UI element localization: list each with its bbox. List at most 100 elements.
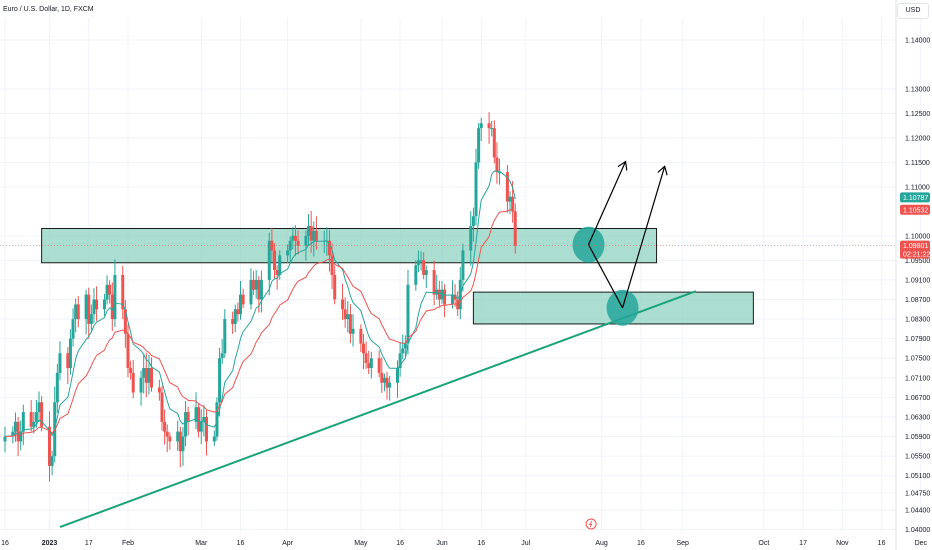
projection-down-line[interactable] [587, 244, 624, 309]
candle-down [443, 289, 447, 305]
candle-up [406, 284, 410, 344]
candle-up [139, 377, 143, 393]
candle-down [453, 294, 457, 300]
price-tick-label: 1.14000 [905, 38, 930, 45]
candle-down [95, 299, 99, 310]
time-tick-label: May [354, 540, 368, 547]
time-tick-label: 16 [878, 540, 886, 547]
price-tick-label: 1.04750 [905, 490, 930, 497]
candle-up [346, 314, 350, 320]
lightning-glyph [588, 520, 593, 528]
candle-down [144, 368, 148, 383]
projection-up-arrow[interactable] [621, 167, 665, 308]
candle-down [47, 426, 51, 466]
price-tick-label: 1.13000 [905, 86, 930, 93]
candle-up [89, 314, 93, 324]
candle-down [511, 196, 515, 212]
price-tick-label: 1.09500 [905, 258, 930, 265]
price-tick-label: 1.08300 [905, 317, 930, 324]
candle-up [71, 319, 75, 339]
time-tick-label: Sep [676, 540, 689, 547]
price-tick-label: 1.10000 [905, 233, 930, 240]
candle-up [403, 343, 407, 349]
price-tick-label: 1.04400 [905, 507, 930, 514]
drawings-layer [0, 162, 896, 530]
candle-down [505, 172, 509, 202]
price-tag [900, 240, 930, 259]
candle-down [296, 240, 300, 246]
candle-down [16, 421, 20, 442]
time-tick-label: 16 [237, 540, 245, 547]
candle-up [249, 279, 253, 305]
price-tags: 1.10787 1.10532 1.09801 02:21:22 [900, 192, 930, 259]
candle-up [11, 431, 15, 437]
ema-slow-line [4, 209, 516, 437]
candle-down [165, 431, 169, 437]
time-tick-label: 17 [85, 540, 93, 547]
bounce-up-arrow[interactable] [587, 162, 626, 245]
candle-down [257, 279, 261, 300]
candle-down [29, 412, 33, 427]
candle-up [202, 416, 206, 422]
candle-up [50, 456, 54, 466]
candle-up [142, 368, 146, 378]
candle-down [361, 343, 365, 354]
lightning-icon[interactable] [585, 518, 597, 530]
candle-up [396, 368, 399, 383]
candle-up [194, 407, 198, 422]
price-tick-label: 1.05100 [905, 473, 930, 480]
price-tick-label: 1.07900 [905, 336, 930, 343]
time-tick-label: 16 [477, 540, 485, 547]
candle-down [131, 372, 135, 393]
candle-up [388, 382, 392, 388]
support-trendline[interactable] [59, 290, 697, 529]
candle-down [40, 402, 44, 427]
candle-down [341, 299, 345, 310]
candle-up [259, 279, 263, 300]
candle-up [3, 436, 7, 442]
candle-down [487, 123, 491, 129]
time-tick-label: Jul [521, 540, 530, 547]
time-tick-label: 16 [396, 540, 404, 547]
candle-up [13, 421, 17, 432]
candle-down [380, 372, 384, 383]
price-tick-label: 1.06300 [905, 414, 930, 421]
candle-down [330, 255, 334, 275]
candle-up [286, 250, 290, 256]
candle-down [359, 328, 363, 344]
time-tick-label: Apr [282, 540, 294, 547]
candle-up [113, 275, 117, 320]
candle-up [414, 265, 418, 285]
price-axis[interactable]: 1.14000 1.13000 1.12500 1.12000 1.11500 1.110… [905, 38, 930, 535]
candle-up [398, 353, 402, 369]
candle-up [474, 162, 478, 217]
price-tick-label: 1.11500 [905, 160, 930, 167]
candle-up [508, 196, 512, 202]
currency-button[interactable]: USD [897, 3, 929, 19]
candle-down [197, 407, 201, 432]
candle-down [76, 304, 80, 320]
candle-down [204, 416, 208, 442]
price-tag [900, 192, 930, 203]
candle-up [212, 436, 216, 442]
candle-up [288, 240, 292, 251]
price-tick-label: 1.07100 [905, 375, 930, 382]
candle-down [273, 250, 277, 271]
candle-down [314, 230, 318, 241]
time-axis[interactable]: 16 2023 17 Feb Mar 16 Apr May 16 Jun 16 Jul Aug 16 Sep… [1, 540, 927, 547]
candle-up [471, 216, 475, 227]
time-tick-label: 16 [637, 540, 645, 547]
candle-up [233, 309, 237, 324]
symbol-title: Euro / U.S. Dollar, 1D, FXCM [3, 6, 94, 13]
candle-down [385, 377, 389, 388]
candle-down [343, 309, 347, 320]
candle-up [416, 260, 420, 266]
candle-down [492, 128, 496, 158]
time-tick-label: Jun [436, 540, 447, 547]
candle-up [278, 255, 282, 275]
upper-resistance-zone[interactable] [41, 227, 658, 264]
candle-up [184, 412, 188, 437]
candles-layer [3, 112, 517, 482]
candle-down [293, 235, 297, 241]
